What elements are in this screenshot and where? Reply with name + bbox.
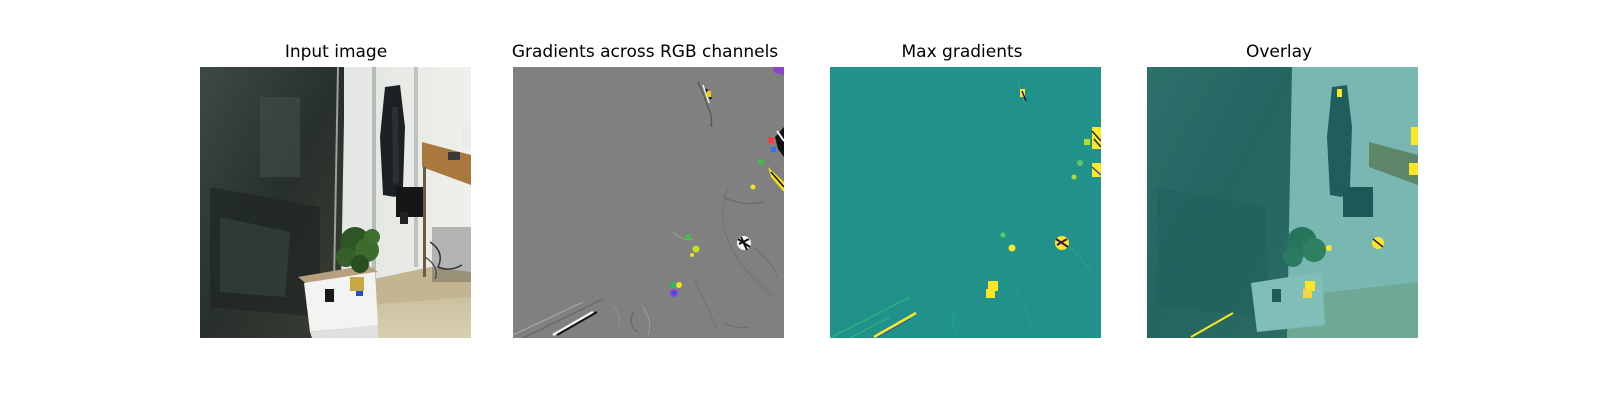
panel-title: Overlay	[1245, 42, 1313, 62]
panel-title: Gradients across RGB channels	[511, 42, 779, 62]
overlay-image	[1147, 67, 1418, 338]
panel-rgb-gradients: Gradients across RGB channels	[485, 0, 805, 400]
rgb-gradient-map	[513, 67, 784, 338]
panel-input-image: Input image	[176, 0, 496, 400]
max-gradient-map	[830, 67, 1101, 338]
panel-overlay: Overlay	[1119, 0, 1439, 400]
input-photo	[200, 67, 471, 338]
panel-max-gradients: Max gradients	[802, 0, 1122, 400]
panel-title: Max gradients	[901, 42, 1023, 62]
panel-title: Input image	[284, 42, 388, 62]
